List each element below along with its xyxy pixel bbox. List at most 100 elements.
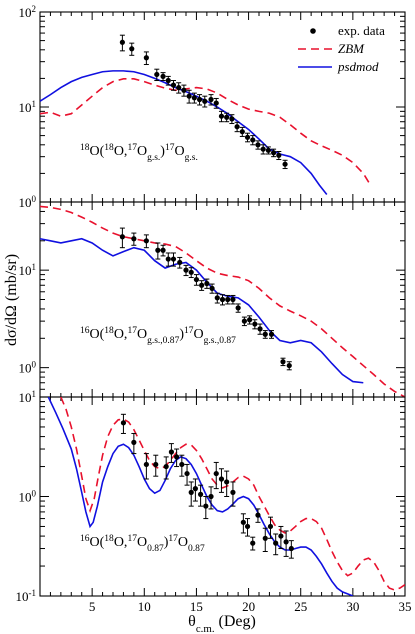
data-point xyxy=(235,305,241,311)
x-axis-label-group: θc.m. (Deg) xyxy=(188,613,256,634)
data-point xyxy=(230,489,236,495)
legend: exp. data ZBM psdmod xyxy=(298,23,385,74)
data-point xyxy=(218,476,225,482)
data-point xyxy=(257,326,263,332)
reaction-annotation-part: 16 xyxy=(80,326,90,336)
reaction-annotation-part: 17 xyxy=(127,534,137,544)
reaction-annotation-part: O, xyxy=(114,535,128,550)
data-point xyxy=(160,73,166,79)
data-point xyxy=(181,87,187,93)
x-tick-label: 20 xyxy=(242,599,255,614)
reaction-annotation-part: g.s. xyxy=(185,153,198,163)
data-point xyxy=(192,486,198,492)
x-axis-label-part: θ xyxy=(188,613,196,630)
data-point xyxy=(218,113,225,119)
data-point xyxy=(155,247,161,253)
data-point xyxy=(288,545,294,552)
reaction-annotation-part: 0.87 xyxy=(147,544,164,554)
data-point xyxy=(240,519,246,525)
reaction-annotation: 18O(18O,17Og.s.)17Og.s. xyxy=(80,143,198,163)
data-point xyxy=(191,95,197,101)
x-tick-label: 35 xyxy=(399,599,412,614)
y-tick-label-exp: 0 xyxy=(32,489,37,499)
y-axis-label: dσ/dΩ (mb/sr) xyxy=(3,254,20,346)
reaction-annotation-part: O xyxy=(137,535,147,550)
y-tick-label-exp: 1 xyxy=(32,99,37,109)
data-point xyxy=(143,238,149,244)
data-point xyxy=(193,276,200,283)
data-point xyxy=(247,317,253,323)
data-point xyxy=(165,77,171,84)
data-point xyxy=(196,96,203,103)
data-point xyxy=(204,280,210,287)
data-point xyxy=(188,269,194,275)
data-point xyxy=(229,116,235,122)
y-tick-label-base: 10 xyxy=(19,263,32,278)
data-point xyxy=(239,129,245,135)
reaction-annotation-part: O, xyxy=(114,327,128,342)
data-point xyxy=(268,331,275,337)
data-point xyxy=(119,234,125,240)
data-point xyxy=(160,247,166,253)
reaction-annotation-part: g.s.,0.87 xyxy=(204,336,236,346)
legend-marker xyxy=(310,28,316,34)
data-point xyxy=(241,318,247,324)
reaction-annotation-part: 17 xyxy=(184,326,194,336)
legend-label: exp. data xyxy=(338,23,385,38)
plot-area xyxy=(40,34,372,195)
data-point xyxy=(219,296,226,303)
data-point xyxy=(163,463,169,470)
reaction-annotation-part: 17 xyxy=(168,534,178,544)
data-point xyxy=(267,523,274,530)
data-point xyxy=(183,267,189,273)
data-point xyxy=(224,479,230,485)
reaction-annotation-part: 17 xyxy=(165,143,175,153)
data-point xyxy=(209,285,215,291)
data-point xyxy=(177,259,183,266)
y-tick-label: 100 xyxy=(19,489,37,505)
data-point xyxy=(119,39,125,45)
reaction-annotation-part: g.s.,0.87 xyxy=(147,336,179,346)
psdmod-curve xyxy=(40,237,364,384)
y-tick-label: 100 xyxy=(19,360,37,376)
y-tick-label-exp: 1 xyxy=(32,389,37,399)
data-point xyxy=(262,535,268,541)
data-point xyxy=(186,93,192,99)
data-point xyxy=(203,503,209,509)
data-point xyxy=(234,124,240,130)
x-axis-label-part: c.m. xyxy=(196,623,215,634)
y-tick-label-base: 10 xyxy=(19,100,32,115)
y-tick-label: 101 xyxy=(19,389,37,405)
reaction-annotation-part: O( xyxy=(90,144,105,159)
data-point xyxy=(174,454,180,460)
x-tick-label: 10 xyxy=(138,599,151,614)
x-tick-label: 15 xyxy=(190,599,203,614)
data-point xyxy=(278,533,284,539)
data-point xyxy=(244,134,251,140)
data-point xyxy=(129,46,135,52)
reaction-annotation-part: 16 xyxy=(80,534,90,544)
data-point xyxy=(260,146,266,152)
data-point xyxy=(188,489,194,495)
data-point xyxy=(271,150,277,156)
data-point xyxy=(213,470,219,477)
y-tick-label: 102 xyxy=(19,4,37,20)
y-tick-label-exp: 0 xyxy=(32,360,37,370)
reaction-annotation-part: O xyxy=(178,535,188,550)
zbm-curve xyxy=(40,78,372,186)
reaction-annotation: 16O(18O,17O0.87)17O0.87 xyxy=(80,534,205,554)
reaction-annotation-part: 18 xyxy=(104,534,114,544)
data-point xyxy=(153,461,159,468)
data-point xyxy=(286,362,292,369)
y-tick-label-base: 10 xyxy=(19,490,32,505)
reaction-annotation-part: 18 xyxy=(80,143,90,153)
y-tick-label-exp: 2 xyxy=(32,4,37,14)
x-axis-label-part: (Deg) xyxy=(215,613,256,630)
data-point xyxy=(184,470,190,477)
data-point xyxy=(250,137,256,143)
reaction-annotation-part: O xyxy=(137,144,147,159)
reaction-annotation-part: g.s. xyxy=(147,153,160,163)
data-point xyxy=(225,296,231,303)
reaction-annotation-part: 18 xyxy=(104,326,114,336)
